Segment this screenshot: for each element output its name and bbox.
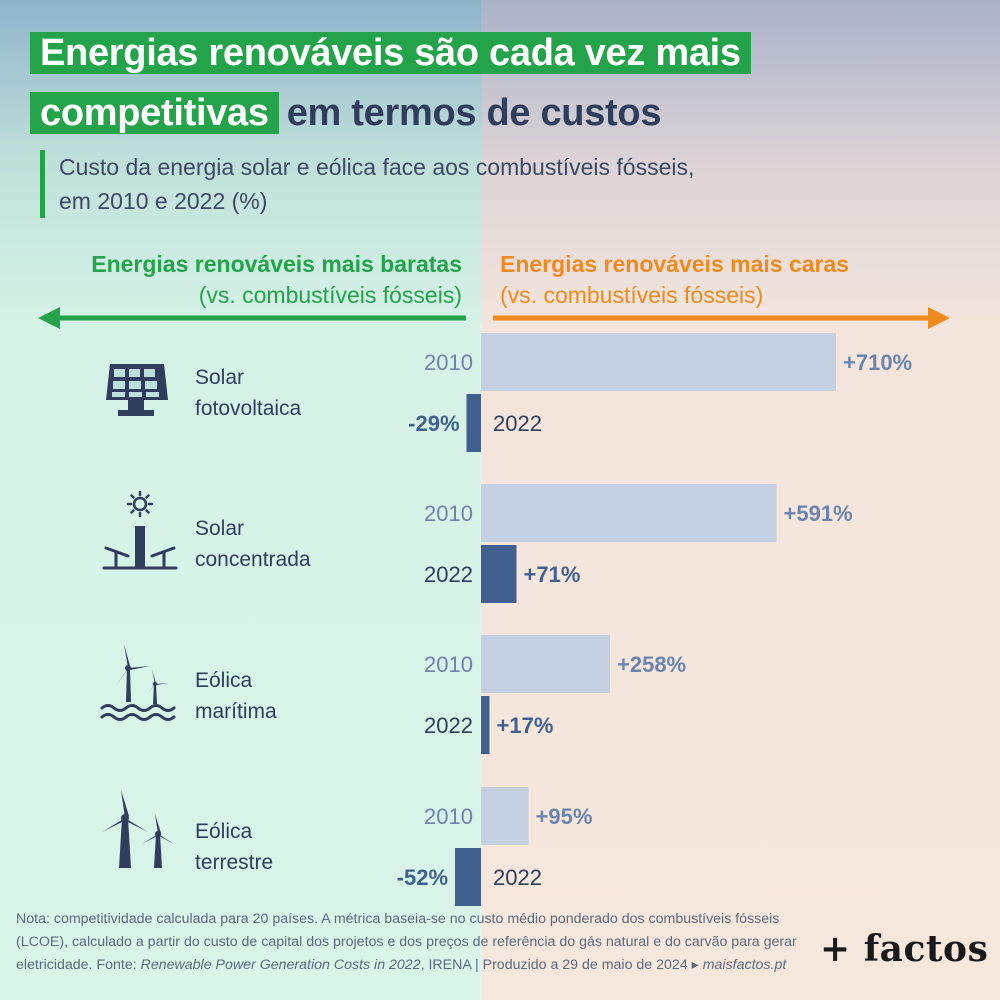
bar-2022-1 <box>481 545 517 603</box>
tech-label-wind-onshore: Eólica terrestre <box>195 820 274 874</box>
subtitle-text: Custo da energia solar e eólica face aos… <box>59 154 695 214</box>
bar-2022-2 <box>481 696 490 754</box>
value-label-2010-0: +710% <box>843 350 912 375</box>
footnote-site[interactable]: maisfactos.pt <box>702 957 787 973</box>
value-label-2010-2: +258% <box>617 652 686 677</box>
year-label-2010-0: 2010 <box>424 350 473 375</box>
footnote-text-2: , IRENA | Produzido a 29 de maio de 2024… <box>420 957 703 973</box>
left-arrow-icon <box>38 307 466 329</box>
value-label-2022-2: +17% <box>497 713 554 738</box>
logo: + factos <box>820 928 989 970</box>
value-label-2010-3: +95% <box>536 804 593 829</box>
title-rest: em termos de custos <box>286 92 662 134</box>
footnote-source: Renewable Power Generation Costs in 2022 <box>140 957 421 973</box>
left-side-heading: Energias renováveis mais baratas <box>91 251 462 277</box>
offshore-wind-icon <box>100 644 176 721</box>
right-arrow-icon <box>493 307 950 329</box>
value-label-2022-1: +71% <box>524 562 581 587</box>
year-label-2022-2: 2022 <box>424 713 473 738</box>
title-line-1: Energias renováveis são cada vez mais <box>30 26 751 80</box>
subtitle: Custo da energia solar e eólica face aos… <box>40 150 839 218</box>
tech-label-solar-csp: Solar concentrada <box>195 517 311 571</box>
value-label-2022-0: -29% <box>408 411 459 436</box>
footnote-text-1: Nota: competitividade calculada para 20 … <box>16 911 797 973</box>
year-label-2010-1: 2010 <box>424 501 473 526</box>
direction-arrows <box>38 307 950 329</box>
right-side-heading: Energias renováveis mais caras <box>500 251 850 277</box>
year-label-2022-0: 2022 <box>493 411 542 436</box>
tech-label-solar-pv: Solar fotovoltaica <box>195 366 302 420</box>
bar-2010-0 <box>481 333 836 391</box>
footnote: Nota: competitividade calculada para 20 … <box>16 908 806 977</box>
value-label-2010-1: +591% <box>784 501 853 526</box>
value-label-2022-3: -52% <box>397 865 448 890</box>
title-highlight-2: competitivas <box>30 92 279 134</box>
title-highlight-1: Energias renováveis são cada vez mais <box>30 32 751 74</box>
year-label-2010-3: 2010 <box>424 804 473 829</box>
concentrated-solar-icon <box>102 490 178 570</box>
year-label-2022-1: 2022 <box>424 562 473 587</box>
tech-label-wind-offshore: Eólica marítima <box>195 669 277 723</box>
left-side-subheading: (vs. combustíveis fósseis) <box>198 282 462 308</box>
title-line-2: competitivas em termos de custos <box>30 86 669 140</box>
bar-2022-3 <box>455 848 481 906</box>
solar-panel-icon <box>106 364 168 416</box>
bar-2010-2 <box>481 635 610 693</box>
bar-2010-3 <box>481 787 529 845</box>
background-left <box>0 0 481 1000</box>
bar-2010-1 <box>481 484 777 542</box>
year-label-2010-2: 2010 <box>424 652 473 677</box>
bar-2022-0 <box>466 394 481 452</box>
right-side-subheading: (vs. combustíveis fósseis) <box>500 282 764 308</box>
year-label-2022-3: 2022 <box>493 865 542 890</box>
onshore-wind-icon <box>102 790 174 868</box>
